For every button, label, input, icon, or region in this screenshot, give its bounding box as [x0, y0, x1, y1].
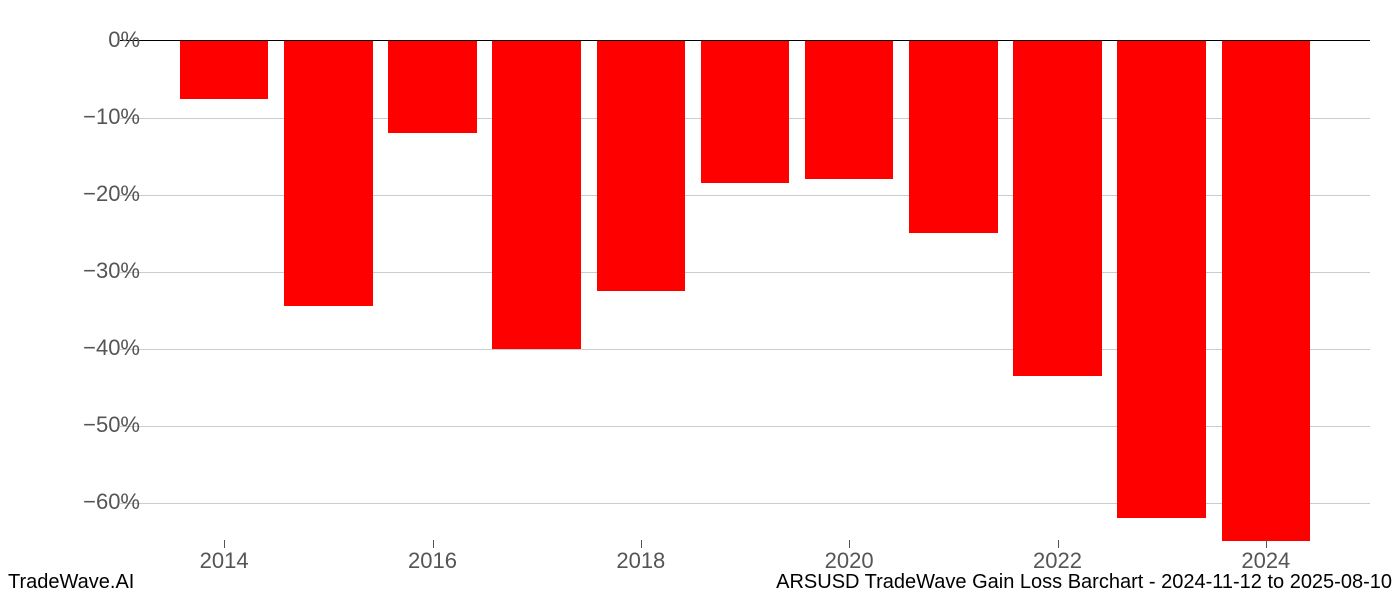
x-tick-mark	[849, 540, 850, 548]
y-tick-label: −40%	[60, 335, 140, 361]
plot-region	[120, 40, 1370, 540]
bar-2015	[284, 41, 373, 306]
bar-2019	[701, 41, 790, 183]
bar-2023	[1117, 41, 1206, 518]
x-tick-label: 2018	[616, 548, 665, 574]
bar-2014	[180, 41, 269, 99]
x-tick-label: 2014	[200, 548, 249, 574]
bar-2020	[805, 41, 894, 179]
x-tick-mark	[1058, 540, 1059, 548]
y-tick-label: −50%	[60, 412, 140, 438]
chart-area	[120, 40, 1370, 540]
x-tick-label: 2016	[408, 548, 457, 574]
y-tick-label: −10%	[60, 104, 140, 130]
y-tick-label: −20%	[60, 181, 140, 207]
bar-2024	[1222, 41, 1311, 541]
bar-2022	[1013, 41, 1102, 376]
bar-2017	[492, 41, 581, 349]
y-tick-label: −30%	[60, 258, 140, 284]
x-tick-mark	[641, 540, 642, 548]
x-tick-mark	[224, 540, 225, 548]
x-tick-mark	[433, 540, 434, 548]
footer-left-brand: TradeWave.AI	[8, 571, 134, 594]
bar-2021	[909, 41, 998, 233]
y-tick-label: 0%	[60, 27, 140, 53]
footer-right-caption: ARSUSD TradeWave Gain Loss Barchart - 20…	[776, 571, 1392, 594]
y-tick-label: −60%	[60, 489, 140, 515]
x-tick-mark	[1266, 540, 1267, 548]
bar-2018	[597, 41, 686, 291]
bar-2016	[388, 41, 477, 133]
